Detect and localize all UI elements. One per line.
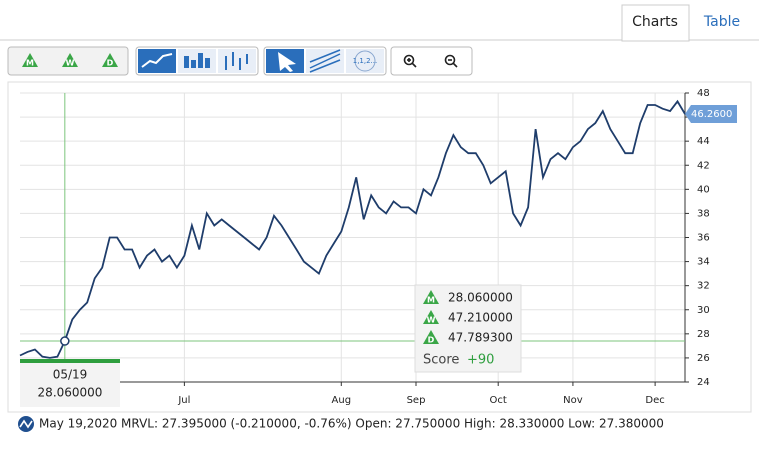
x-tick-label: Aug: [332, 395, 352, 406]
crosshair-box: [20, 363, 120, 407]
score-row-value: 47.210000: [448, 311, 513, 325]
annotation-button[interactable]: [346, 49, 384, 73]
badge: [423, 330, 439, 344]
line-icon: [141, 53, 173, 68]
badge: [22, 53, 38, 67]
badge-letter: M: [26, 59, 34, 68]
y-tick-label: 38: [697, 208, 710, 219]
status-icon-line: [19, 419, 33, 429]
ohlc-chart-button[interactable]: [218, 49, 256, 73]
y-tick-label: 44: [697, 136, 710, 147]
y-tick-label: 34: [697, 257, 710, 268]
y-tick-label: 24: [697, 377, 710, 388]
y-tick-label: 26: [697, 353, 710, 364]
y-tick-label: 30: [697, 305, 710, 316]
badge: [423, 310, 439, 324]
badge-letter: D: [107, 59, 114, 68]
y-tick-label: 32: [697, 281, 710, 292]
badge-letter: D: [428, 336, 435, 345]
bar-icon: [184, 53, 210, 68]
crosshair-value: 28.060000: [38, 386, 103, 400]
plot-frame: [7, 81, 752, 413]
badge-letter: M: [427, 296, 435, 305]
zoom-out-button[interactable]: [444, 54, 458, 68]
x-tick-label: Dec: [645, 395, 664, 406]
annotation-icon: [354, 50, 376, 72]
pointer-icon: [278, 52, 296, 72]
zoom-in-button[interactable]: [403, 54, 417, 68]
score-value: +90: [467, 353, 494, 368]
tab-table[interactable]: Table: [703, 14, 740, 30]
last-price-label: 46.2600: [691, 109, 732, 120]
y-tick-label: 48: [697, 88, 710, 99]
range-bar: [20, 359, 120, 363]
status-line: May 19,2020 MRVL: 27.395000 (-0.210000, …: [39, 417, 664, 431]
badge-letter: W: [427, 316, 436, 325]
badge: [102, 53, 118, 67]
y-tick-label: 28: [697, 329, 710, 340]
zoom-group: [390, 46, 473, 76]
active-tab[interactable]: [621, 4, 690, 42]
y-tick-label: 40: [697, 184, 710, 195]
ohlc-icon: [225, 52, 248, 70]
y-tick-label: 36: [697, 233, 710, 244]
trendline-icon: [309, 49, 341, 73]
annotation-label: 1,1,2...: [353, 57, 378, 65]
tab-charts[interactable]: Charts: [632, 14, 678, 30]
score-row-value: 47.789300: [448, 331, 513, 345]
badge: [423, 290, 439, 304]
x-tick-label: Jul: [177, 395, 190, 406]
y-tick-label: 42: [697, 160, 710, 171]
last-price-flag: [685, 104, 737, 123]
x-tick-label: Sep: [407, 395, 426, 406]
crosshair-point: [60, 336, 70, 346]
x-tick-label: Nov: [563, 395, 583, 406]
score-label: Score: [423, 353, 459, 368]
badge-letter: W: [66, 59, 75, 68]
badge: [62, 53, 78, 67]
bar-chart-button[interactable]: [178, 49, 216, 73]
x-tick-label: Oct: [490, 395, 507, 406]
price-line: [19, 99, 686, 359]
score-row-value: 28.060000: [448, 291, 513, 305]
crosshair-date: 05/19: [53, 368, 88, 382]
